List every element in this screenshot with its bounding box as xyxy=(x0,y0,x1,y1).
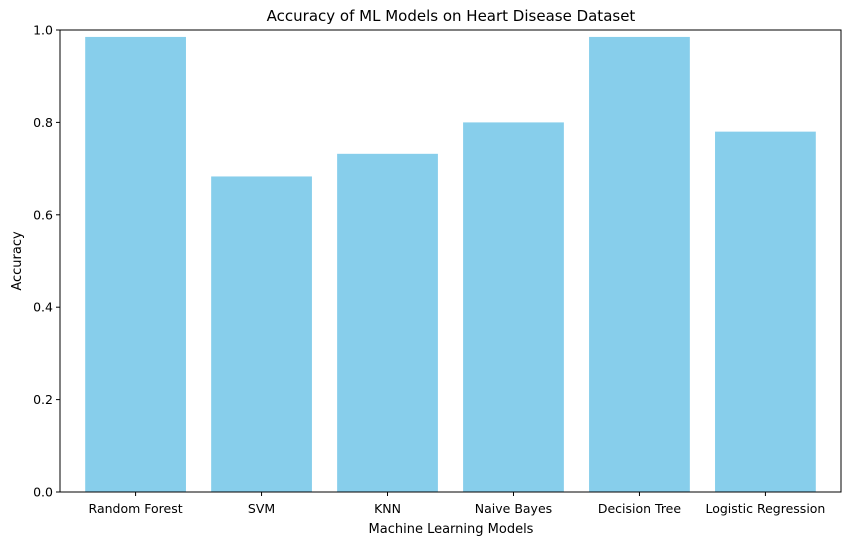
y-tick-label: 1.0 xyxy=(33,23,53,38)
bar-naive-bayes xyxy=(463,122,564,493)
x-axis-label: Machine Learning Models xyxy=(369,522,534,537)
bar-random-forest xyxy=(85,36,186,493)
y-tick-label: 0.8 xyxy=(33,115,53,130)
bar-decision-tree xyxy=(589,36,690,493)
bar-svm xyxy=(211,176,312,493)
x-axis: Random Forest SVM KNN Naive Bayes Decision T… xyxy=(89,492,825,516)
x-tick-label: Naive Bayes xyxy=(475,501,552,516)
x-tick-label: Logistic Regression xyxy=(705,501,825,516)
x-tick-label: Decision Tree xyxy=(598,501,682,516)
y-tick-label: 0.2 xyxy=(33,392,53,407)
plot-frame xyxy=(59,29,842,493)
y-axis: 0.0 0.2 0.4 0.6 0.8 1.0 xyxy=(33,23,60,500)
y-tick-label: 0.4 xyxy=(33,300,53,315)
y-tick-label: 0.6 xyxy=(33,207,53,222)
y-tick-label: 0.0 xyxy=(33,485,53,500)
y-axis-label: Accuracy xyxy=(10,231,25,291)
bars-group xyxy=(85,36,816,493)
x-tick-label: KNN xyxy=(374,501,401,516)
x-tick-label: SVM xyxy=(248,501,275,516)
bar-knn xyxy=(337,153,438,493)
bar-logistic-regression xyxy=(715,131,816,492)
chart-title: Accuracy of ML Models on Heart Disease D… xyxy=(267,7,636,25)
x-tick-label: Random Forest xyxy=(89,501,183,516)
